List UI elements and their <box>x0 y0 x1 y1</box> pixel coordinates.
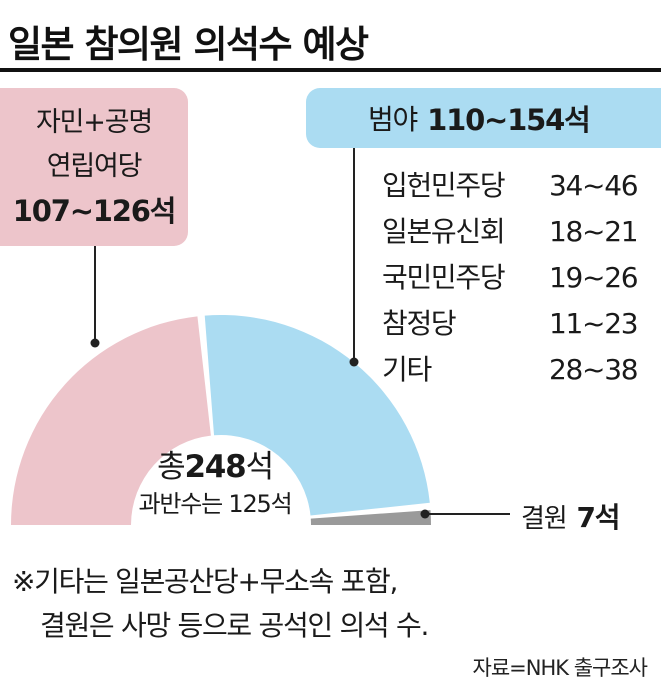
chart-title: 일본 참의원 의석수 예상 <box>8 23 369 66</box>
title-rule <box>0 68 661 72</box>
majority-text: 과반수는 125석 <box>138 490 292 518</box>
party-range: 11~23 <box>549 307 639 340</box>
party-range: 19~26 <box>549 261 639 294</box>
party-row: 기타 28~38 <box>382 348 652 392</box>
party-name: 입헌민주당 <box>382 169 506 202</box>
ruling-coalition-box: 자민+공명 연립여당 107~126석 <box>0 88 188 246</box>
party-row: 입헌민주당 34~46 <box>382 164 652 208</box>
footnote-line1: ※기타는 일본공산당+무소속 포함, <box>12 565 398 598</box>
ruling-leader-dot <box>90 338 100 348</box>
source-credit: 자료=NHK 출구조사 <box>472 656 648 680</box>
opposition-label: 범야 <box>368 103 418 136</box>
party-row: 일본유신회 18~21 <box>382 210 652 254</box>
party-range: 34~46 <box>549 169 639 202</box>
party-name: 기타 <box>382 353 432 386</box>
slice-ruling-coalition <box>11 316 211 525</box>
party-range: 28~38 <box>549 353 639 386</box>
party-row: 참정당 11~23 <box>382 302 652 346</box>
vacant-leader-dot <box>420 509 430 519</box>
total-seats: 총248석 <box>110 441 320 486</box>
leader-lines <box>90 148 510 519</box>
opposition-box: 범야 110~154석 <box>306 88 661 148</box>
footnote-line2: 결원은 사망 등으로 공석인 의석 수. <box>40 604 429 644</box>
party-name: 국민민주당 <box>382 261 506 294</box>
footnote-line2-text: 결원은 사망 등으로 공석인 의석 수. <box>40 609 429 642</box>
ruling-coalition-label-line1: 자민+공명 <box>36 107 153 138</box>
party-range: 18~21 <box>549 215 639 248</box>
total-number: 248 <box>184 449 246 485</box>
chart-slices <box>11 315 431 525</box>
total-suffix: 석 <box>245 449 275 485</box>
vacant-name: 결원 <box>521 504 568 534</box>
party-row: 국민민주당 19~26 <box>382 256 652 300</box>
ruling-coalition-seats: 107~126석 <box>12 194 177 228</box>
vacant-seats: 7석 <box>576 501 620 534</box>
total-prefix: 총 <box>157 449 186 485</box>
party-name: 참정당 <box>382 307 457 340</box>
ruling-coalition-label-line2: 연립여당 <box>46 151 143 182</box>
opposition-seats: 110~154석 <box>427 103 591 137</box>
opposition-leader-dot <box>349 357 359 367</box>
vacant-label: 결원 7석 <box>521 496 620 536</box>
party-name: 일본유신회 <box>382 215 506 248</box>
slice-opposition <box>204 315 430 516</box>
slice-vacant <box>310 510 431 525</box>
